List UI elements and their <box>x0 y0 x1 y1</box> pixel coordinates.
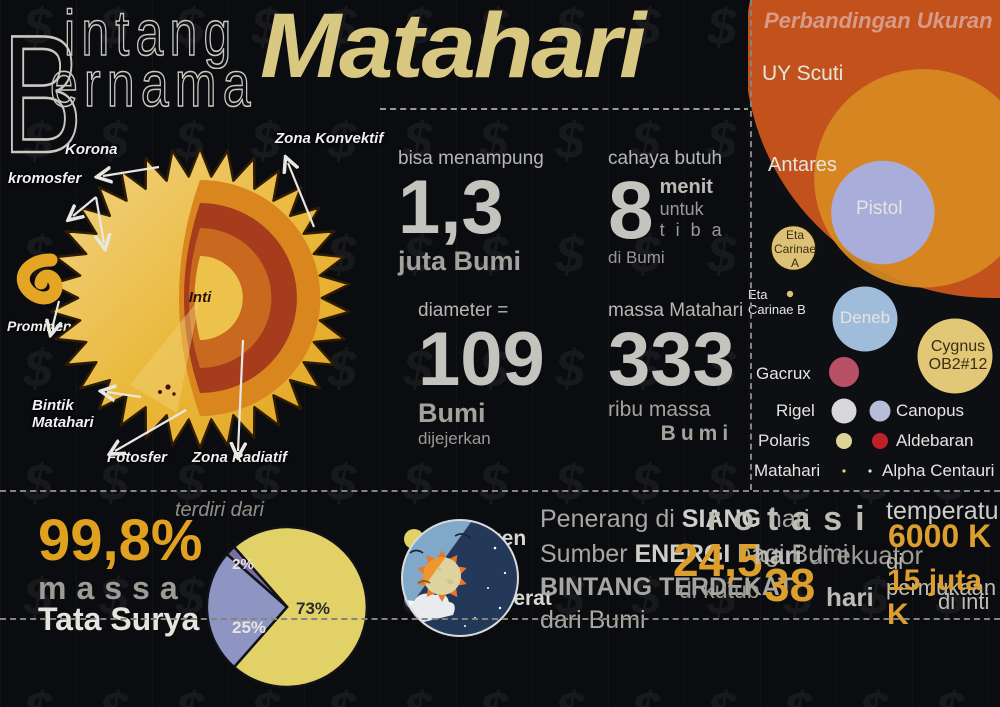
svg-text:25%: 25% <box>232 618 266 637</box>
svg-text:Inti: Inti <box>189 289 212 306</box>
svg-text:2%: 2% <box>232 556 254 573</box>
svg-text:73%: 73% <box>296 599 330 618</box>
